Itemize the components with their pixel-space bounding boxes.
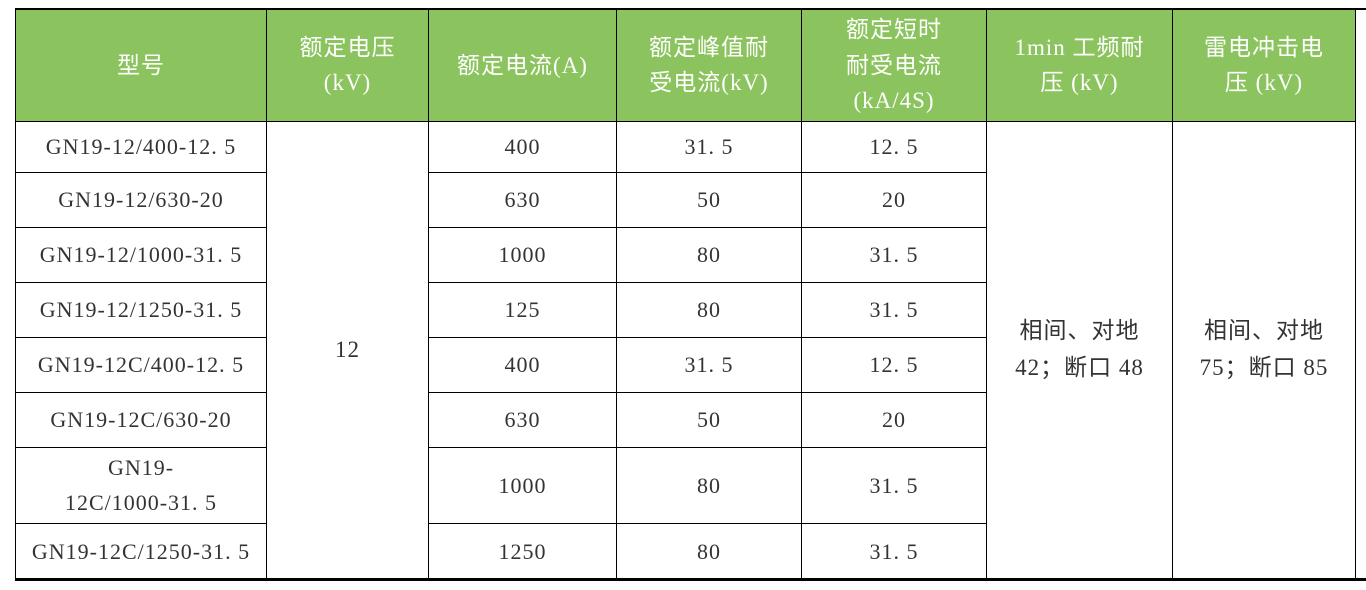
table-row: GN19-12C/400-12. 5 400 31. 5 12. 5 bbox=[15, 336, 1356, 393]
short-time-current-cell: 31. 5 bbox=[801, 226, 987, 283]
col-header-rated-voltage: 额定电压 (kV) bbox=[266, 10, 429, 122]
short-time-current-cell: 31. 5 bbox=[801, 446, 987, 524]
short-time-current-cell: 31. 5 bbox=[801, 281, 987, 338]
model-cell: GN19-12C/400-12. 5 bbox=[15, 336, 267, 393]
table-row: GN19-12/400-12. 5 12 400 31. 5 12. 5 相间、… bbox=[15, 120, 1356, 579]
lightning-impulse-cell: 相间、对地 75；断口 85 bbox=[1172, 120, 1356, 579]
short-time-current-cell: 12. 5 bbox=[801, 120, 987, 173]
table-row: GN19-12C/630-20 630 50 20 bbox=[15, 391, 1356, 448]
peak-current-cell: 80 bbox=[616, 446, 802, 524]
rated-voltage-cell: 12 bbox=[266, 120, 429, 579]
model-cell: GN19-12/1000-31. 5 bbox=[15, 226, 267, 283]
model-cell: GN19-12C/1250-31. 5 bbox=[15, 522, 267, 579]
current-cell: 630 bbox=[428, 171, 617, 228]
short-time-current-cell: 12. 5 bbox=[801, 336, 987, 393]
table-row: GN19-12/630-20 630 50 20 bbox=[15, 171, 1356, 228]
peak-current-cell: 50 bbox=[616, 391, 802, 448]
current-cell: 1000 bbox=[428, 446, 617, 524]
model-cell: GN19-12/630-20 bbox=[15, 171, 267, 228]
short-time-current-cell: 20 bbox=[801, 391, 987, 448]
current-cell: 400 bbox=[428, 120, 617, 173]
table-rules: 型号 额定电压 (kV) 额定电流(A) 额定峰值耐 受电流(kV) 额定短时 … bbox=[15, 8, 1366, 582]
col-header-model: 型号 bbox=[15, 10, 267, 122]
current-cell: 1250 bbox=[428, 522, 617, 579]
current-cell: 1000 bbox=[428, 226, 617, 283]
short-time-current-cell: 20 bbox=[801, 171, 987, 228]
model-cell: GN19-12/1250-31. 5 bbox=[15, 281, 267, 338]
table-row: GN19-12/1250-31. 5 125 80 31. 5 bbox=[15, 281, 1356, 338]
current-cell: 125 bbox=[428, 281, 617, 338]
col-header-peak-withstand-current: 额定峰值耐 受电流(kV) bbox=[616, 10, 802, 122]
current-cell: 400 bbox=[428, 336, 617, 393]
peak-current-cell: 31. 5 bbox=[616, 120, 802, 173]
col-header-rated-current: 额定电流(A) bbox=[428, 10, 617, 122]
current-cell: 630 bbox=[428, 391, 617, 448]
power-freq-withstand-cell: 相间、对地 42；断口 48 bbox=[986, 120, 1173, 579]
col-header-short-time-current: 额定短时 耐受电流 (kA/4S) bbox=[801, 10, 987, 122]
table-row: GN19- 12C/1000-31. 5 1000 80 31. 5 bbox=[15, 446, 1356, 524]
col-header-power-freq-withstand: 1min 工频耐 压 (kV) bbox=[986, 10, 1173, 122]
short-time-current-cell: 31. 5 bbox=[801, 522, 987, 579]
peak-current-cell: 31. 5 bbox=[616, 336, 802, 393]
peak-current-cell: 80 bbox=[616, 522, 802, 579]
peak-current-cell: 80 bbox=[616, 281, 802, 338]
table-row: GN19-12/1000-31. 5 1000 80 31. 5 bbox=[15, 226, 1356, 283]
model-cell: GN19-12/400-12. 5 bbox=[15, 120, 267, 173]
table-row: GN19-12C/1250-31. 5 1250 80 31. 5 bbox=[15, 522, 1356, 579]
peak-current-cell: 80 bbox=[616, 226, 802, 283]
header-row: 型号 额定电压 (kV) 额定电流(A) 额定峰值耐 受电流(kV) 额定短时 … bbox=[15, 10, 1356, 122]
col-header-lightning-impulse: 雷电冲击电 压 (kV) bbox=[1172, 10, 1356, 122]
peak-current-cell: 50 bbox=[616, 171, 802, 228]
model-cell: GN19-12C/630-20 bbox=[15, 391, 267, 448]
model-cell: GN19- 12C/1000-31. 5 bbox=[15, 446, 267, 524]
spec-table: 型号 额定电压 (kV) 额定电流(A) 额定峰值耐 受电流(kV) 额定短时 … bbox=[15, 10, 1356, 579]
